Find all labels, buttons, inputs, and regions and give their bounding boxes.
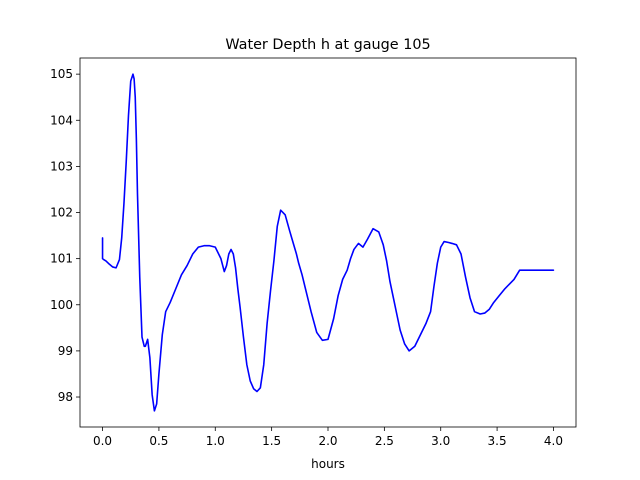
plot-area <box>101 73 555 412</box>
y-tick-label: 103 <box>50 159 73 173</box>
x-axis: 0.0 0.5 1.0 1.5 2.0 2.5 3.0 3.5 4.0 <box>93 427 563 448</box>
x-tick-label: 2.5 <box>375 434 394 448</box>
x-tick-label: 1.5 <box>262 434 281 448</box>
x-axis-label: hours <box>311 457 345 471</box>
x-tick-label: 3.0 <box>431 434 450 448</box>
y-tick-label: 102 <box>50 206 73 220</box>
y-tick-label: 100 <box>50 298 73 312</box>
y-tick-label: 104 <box>50 113 73 127</box>
y-axis: 98 99 100 101 102 103 104 105 <box>50 67 80 404</box>
x-tick-label: 1.0 <box>206 434 225 448</box>
series-line <box>101 73 555 412</box>
x-tick-label: 0.0 <box>93 434 112 448</box>
y-tick-label: 99 <box>58 344 73 358</box>
x-tick-label: 0.5 <box>149 434 168 448</box>
y-tick-label: 98 <box>58 390 73 404</box>
chart-title: Water Depth h at gauge 105 <box>225 37 430 53</box>
y-tick-label: 101 <box>50 252 73 266</box>
y-tick-label: 105 <box>50 67 73 81</box>
x-tick-label: 2.0 <box>318 434 337 448</box>
x-tick-label: 4.0 <box>544 434 563 448</box>
x-tick-label: 3.5 <box>488 434 507 448</box>
